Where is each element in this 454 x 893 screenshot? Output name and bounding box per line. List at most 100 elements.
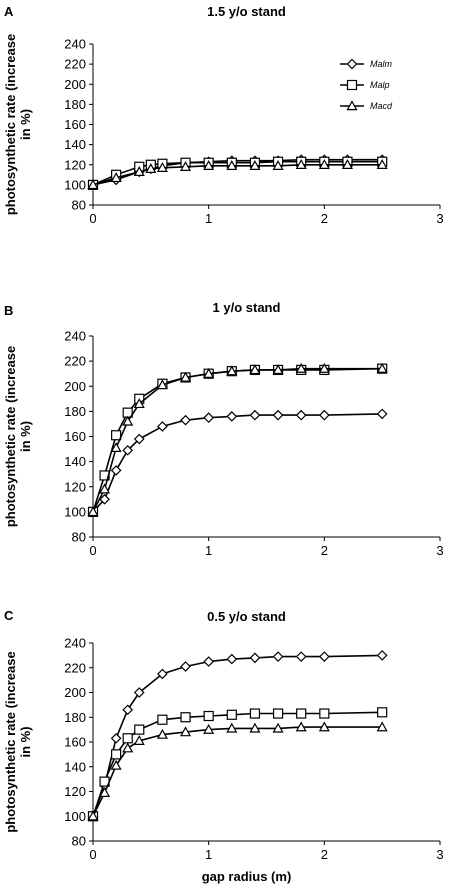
triangle-point — [226, 365, 238, 376]
y-tick-label: 220 — [64, 354, 86, 369]
diamond-point — [249, 652, 261, 664]
panel-letter: C — [4, 608, 14, 623]
diamond-point — [122, 444, 134, 456]
triangle-point — [99, 787, 111, 797]
diamond-point — [295, 651, 307, 662]
panel-b: B 1 y/o stand 80 100 120 140 160 180 200 220 240 0 1… — [3, 300, 444, 558]
y-tick-label: 80 — [72, 834, 86, 849]
triangle-point — [249, 722, 261, 733]
y-tick-label: 100 — [64, 177, 86, 192]
triangle-point — [180, 161, 192, 171]
triangle-point — [249, 160, 261, 170]
triangle-point — [145, 163, 157, 173]
triangle-point — [318, 362, 330, 373]
y-tick-label: 200 — [64, 379, 86, 394]
y-tick-label: 180 — [64, 710, 86, 725]
y-tick-label: 120 — [64, 157, 86, 172]
square-point — [180, 712, 191, 723]
x-tick-label: 0 — [89, 211, 96, 226]
chart-title: 1.5 y/o stand — [207, 4, 286, 19]
series-line — [92, 726, 383, 817]
x-tick-label: 1 — [205, 847, 212, 862]
x-tick-label: 1 — [205, 543, 212, 558]
square-point — [226, 709, 237, 720]
diamond-point — [122, 704, 134, 716]
diamond-point — [110, 732, 122, 744]
diamond-point — [226, 653, 238, 665]
triangle-point — [133, 166, 145, 176]
square-point — [111, 430, 122, 441]
y-tick-label: 160 — [64, 429, 86, 444]
y-tick-label: 100 — [64, 809, 86, 824]
y-axis-label-line: photosynthetic rate (increase — [3, 346, 18, 527]
triangle-point — [99, 483, 111, 494]
chart-title: 0.5 y/o stand — [207, 609, 286, 624]
y-tick-label: 120 — [64, 479, 86, 494]
triangle-point — [156, 728, 168, 739]
diamond-point — [180, 414, 191, 426]
legend-square-marker — [346, 79, 358, 91]
square-point — [272, 708, 284, 719]
series-line — [92, 367, 383, 513]
panel-c: C 0.5 y/o stand80100120140160180200220240… — [3, 608, 444, 884]
x-tick-label: 3 — [436, 847, 443, 862]
y-tick-label: 220 — [64, 57, 86, 72]
legend: Malm Malp Macd — [340, 58, 393, 111]
x-tick-label: 2 — [321, 847, 328, 862]
diamond-point — [376, 650, 388, 661]
triangle-point — [341, 159, 353, 169]
y-axis-label-line: photosynthetic rate (increase — [3, 34, 18, 215]
triangle-point — [376, 362, 388, 373]
series-malm — [87, 650, 388, 822]
y-tick-label: 140 — [64, 137, 86, 152]
diamond-point — [133, 687, 145, 698]
square-point — [134, 724, 145, 735]
y-tick-label: 160 — [64, 735, 86, 750]
square-point — [319, 708, 330, 719]
square-point — [203, 710, 214, 722]
diamond-point — [203, 412, 215, 424]
y-axis-label: photosynthetic rate (increasein %) — [3, 34, 33, 215]
triangle-point — [203, 160, 215, 170]
triangle-point — [318, 721, 330, 732]
legend-label: Malm — [370, 59, 393, 69]
triangle-point — [180, 726, 192, 737]
triangle-point — [122, 415, 134, 426]
triangle-point — [133, 735, 145, 745]
chart-title: 1 y/o stand — [213, 300, 281, 315]
y-tick-label: 180 — [64, 404, 86, 419]
triangle-point — [87, 179, 99, 190]
triangle-point — [110, 172, 122, 183]
triangle-point — [249, 364, 261, 375]
x-tick-label: 2 — [321, 543, 328, 558]
diamond-point — [272, 409, 284, 421]
triangle-point — [295, 159, 307, 169]
triangle-point — [156, 379, 168, 390]
triangle-point — [203, 367, 215, 378]
square-point — [249, 708, 261, 719]
y-tick-label: 200 — [64, 77, 86, 92]
y-axis-label-line: in %) — [18, 726, 33, 757]
triangle-point — [272, 364, 284, 375]
series-line — [92, 413, 383, 513]
y-tick-label: 140 — [64, 759, 86, 774]
y-axis-label-line: photosynthetic rate (increase — [3, 651, 18, 832]
triangle-point — [226, 160, 238, 170]
triangle-point — [272, 160, 284, 170]
diamond-point — [99, 493, 110, 505]
x-tick-label: 0 — [89, 847, 96, 862]
triangle-point — [87, 810, 99, 821]
series-line — [92, 654, 383, 817]
x-tick-label: 2 — [321, 211, 328, 226]
series-malp — [87, 707, 388, 822]
y-tick-label: 80 — [72, 530, 86, 545]
legend-triangle-marker — [346, 100, 358, 111]
triangle-point — [110, 759, 122, 770]
triangle-point — [156, 162, 168, 172]
x-tick-label: 1 — [205, 211, 212, 226]
square-point — [157, 714, 168, 725]
triangle-point — [376, 159, 388, 169]
diamond-point — [180, 661, 191, 672]
triangle-point — [272, 722, 284, 733]
